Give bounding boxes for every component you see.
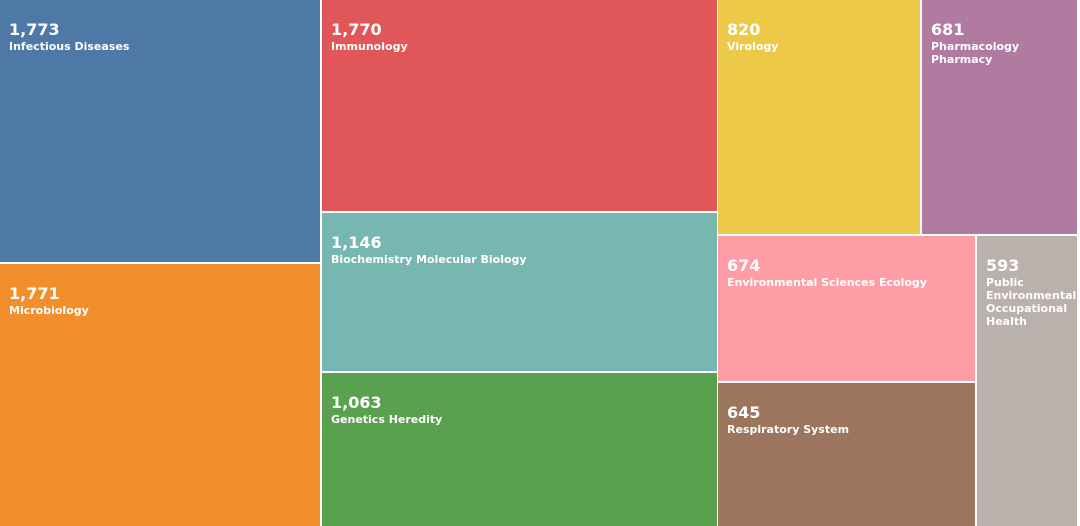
treemap-cell: 1,770 Immunology: [322, 0, 717, 211]
treemap-cell: 645 Respiratory System: [718, 383, 975, 526]
value-label: 674: [727, 256, 761, 275]
category-label: Virology: [727, 40, 779, 53]
value-label: 1,773: [9, 20, 60, 39]
value-label: 645: [727, 403, 761, 422]
value-label: 1,063: [331, 393, 382, 412]
category-label: Pharmacology Pharmacy: [931, 40, 1020, 66]
category-label: Microbiology: [9, 304, 89, 317]
category-label: Genetics Heredity: [331, 413, 443, 426]
treemap-cell: 674 Environmental Sciences Ecology: [718, 236, 975, 381]
treemap-cell: 1,771 Microbiology: [0, 264, 320, 526]
value-label: 1,770: [331, 20, 382, 39]
category-label: Infectious Diseases: [9, 40, 130, 53]
treemap-cell: 820 Virology: [718, 0, 920, 234]
value-label: 820: [727, 20, 761, 39]
category-label: Immunology: [331, 40, 408, 53]
category-label: Respiratory System: [727, 423, 850, 436]
treemap-cell: 681 Pharmacology Pharmacy: [922, 0, 1077, 234]
treemap-cell: 593 Public Environmental Occupational Hea…: [977, 236, 1077, 526]
treemap-cell: 1,063 Genetics Heredity: [322, 373, 717, 526]
value-label: 1,146: [331, 233, 382, 252]
value-label: 681: [931, 20, 965, 39]
treemap-cell: 1,146 Biochemistry Molecular Biology: [322, 213, 717, 371]
category-label: Public Environmental Occupational Health: [986, 276, 1077, 328]
value-label: 593: [986, 256, 1020, 275]
category-label: Biochemistry Molecular Biology: [331, 253, 527, 266]
treemap-cell: 1,773 Infectious Diseases: [0, 0, 320, 262]
value-label: 1,771: [9, 284, 60, 303]
category-label: Environmental Sciences Ecology: [727, 276, 927, 289]
